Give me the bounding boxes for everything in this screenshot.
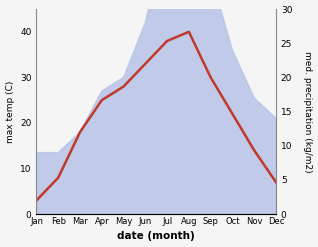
X-axis label: date (month): date (month) (117, 231, 195, 242)
Y-axis label: max temp (C): max temp (C) (5, 80, 15, 143)
Y-axis label: med. precipitation (kg/m2): med. precipitation (kg/m2) (303, 51, 313, 172)
